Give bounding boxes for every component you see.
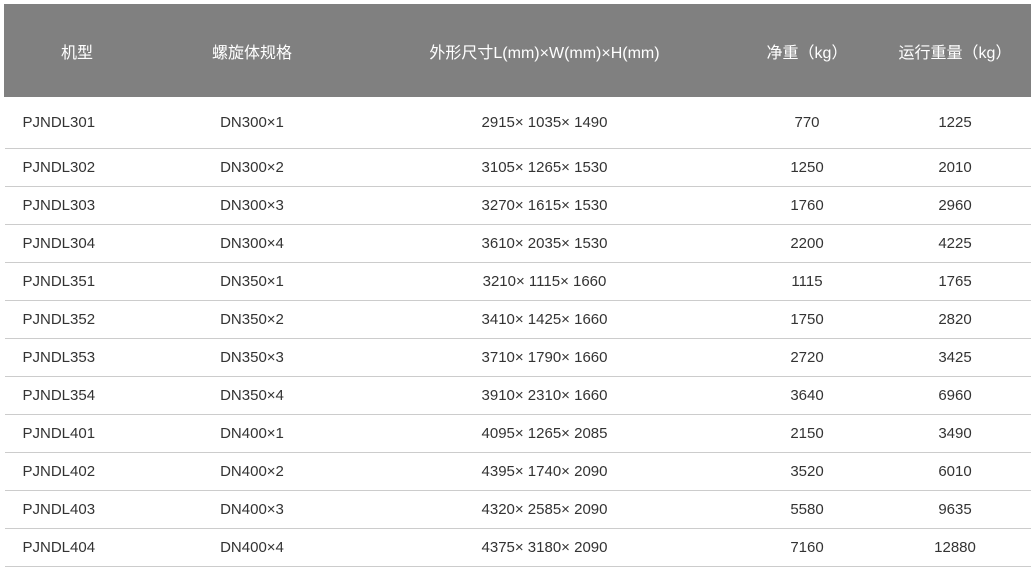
table-cell: 770 (735, 97, 880, 149)
table-cell: 3425 (880, 339, 1031, 377)
table-cell: 12880 (880, 529, 1031, 567)
table-cell: 3410× 1425× 1660 (355, 301, 735, 339)
table-row: PJNDL303DN300×33270× 1615× 153017602960 (5, 187, 1031, 225)
table-row: PJNDL352DN350×23410× 1425× 166017502820 (5, 301, 1031, 339)
table-cell: 6960 (880, 377, 1031, 415)
table-cell: 4395× 1740× 2090 (355, 453, 735, 491)
table-cell: 2200 (735, 225, 880, 263)
table-cell: 4225 (880, 225, 1031, 263)
col-header-dimensions: 外形尺寸L(mm)×W(mm)×H(mm) (355, 5, 735, 97)
table-cell: 4320× 2585× 2090 (355, 491, 735, 529)
table-cell: 3490 (880, 415, 1031, 453)
table-cell: 2820 (880, 301, 1031, 339)
table-cell: DN400×4 (150, 529, 355, 567)
table-cell: DN300×2 (150, 149, 355, 187)
table-cell: 2010 (880, 149, 1031, 187)
table-cell: PJNDL354 (5, 377, 150, 415)
table-cell: PJNDL401 (5, 415, 150, 453)
table-row: PJNDL304DN300×43610× 2035× 153022004225 (5, 225, 1031, 263)
table-body: PJNDL301DN300×12915× 1035× 14907701225PJ… (5, 97, 1031, 567)
table-cell: PJNDL403 (5, 491, 150, 529)
table-cell: DN400×2 (150, 453, 355, 491)
table-cell: PJNDL353 (5, 339, 150, 377)
table-cell: 1250 (735, 149, 880, 187)
table-cell: 7160 (735, 529, 880, 567)
table-cell: PJNDL404 (5, 529, 150, 567)
table-cell: PJNDL301 (5, 97, 150, 149)
table-cell: 5580 (735, 491, 880, 529)
table-cell: 2150 (735, 415, 880, 453)
table-cell: 4375× 3180× 2090 (355, 529, 735, 567)
spec-table: 机型 螺旋体规格 外形尺寸L(mm)×W(mm)×H(mm) 净重（kg） 运行… (4, 4, 1031, 567)
table-cell: DN300×4 (150, 225, 355, 263)
table-cell: 3640 (735, 377, 880, 415)
table-cell: DN300×3 (150, 187, 355, 225)
table-cell: 9635 (880, 491, 1031, 529)
table-cell: PJNDL402 (5, 453, 150, 491)
table-cell: 3610× 2035× 1530 (355, 225, 735, 263)
table-row: PJNDL404DN400×44375× 3180× 2090716012880 (5, 529, 1031, 567)
table-cell: DN350×3 (150, 339, 355, 377)
table-cell: DN350×1 (150, 263, 355, 301)
table-row: PJNDL353DN350×33710× 1790× 166027203425 (5, 339, 1031, 377)
table-cell: DN350×2 (150, 301, 355, 339)
table-row: PJNDL301DN300×12915× 1035× 14907701225 (5, 97, 1031, 149)
table-cell: 2915× 1035× 1490 (355, 97, 735, 149)
table-cell: 4095× 1265× 2085 (355, 415, 735, 453)
table-row: PJNDL351DN350×13210× 1115× 166011151765 (5, 263, 1031, 301)
col-header-operating-weight: 运行重量（kg） (880, 5, 1031, 97)
table-cell: DN300×1 (150, 97, 355, 149)
table-cell: PJNDL304 (5, 225, 150, 263)
col-header-spiral-spec: 螺旋体规格 (150, 5, 355, 97)
table-cell: 1760 (735, 187, 880, 225)
table-cell: 2720 (735, 339, 880, 377)
table-row: PJNDL354DN350×43910× 2310× 166036406960 (5, 377, 1031, 415)
table-row: PJNDL302DN300×23105× 1265× 153012502010 (5, 149, 1031, 187)
table-cell: 6010 (880, 453, 1031, 491)
table-cell: 1115 (735, 263, 880, 301)
table-cell: PJNDL352 (5, 301, 150, 339)
table-cell: DN350×4 (150, 377, 355, 415)
table-cell: 3520 (735, 453, 880, 491)
table-header: 机型 螺旋体规格 外形尺寸L(mm)×W(mm)×H(mm) 净重（kg） 运行… (5, 5, 1031, 97)
col-header-model: 机型 (5, 5, 150, 97)
table-cell: 3270× 1615× 1530 (355, 187, 735, 225)
table-cell: 1765 (880, 263, 1031, 301)
table-row: PJNDL401DN400×14095× 1265× 208521503490 (5, 415, 1031, 453)
table-cell: PJNDL302 (5, 149, 150, 187)
table-cell: 1225 (880, 97, 1031, 149)
table-cell: 3710× 1790× 1660 (355, 339, 735, 377)
table-cell: DN400×1 (150, 415, 355, 453)
table-cell: 1750 (735, 301, 880, 339)
table-cell: 2960 (880, 187, 1031, 225)
table-cell: 3210× 1115× 1660 (355, 263, 735, 301)
table-cell: 3910× 2310× 1660 (355, 377, 735, 415)
table-row: PJNDL403DN400×34320× 2585× 209055809635 (5, 491, 1031, 529)
table-row: PJNDL402DN400×24395× 1740× 209035206010 (5, 453, 1031, 491)
table-cell: PJNDL351 (5, 263, 150, 301)
table-cell: 3105× 1265× 1530 (355, 149, 735, 187)
table-cell: DN400×3 (150, 491, 355, 529)
col-header-net-weight: 净重（kg） (735, 5, 880, 97)
table-cell: PJNDL303 (5, 187, 150, 225)
